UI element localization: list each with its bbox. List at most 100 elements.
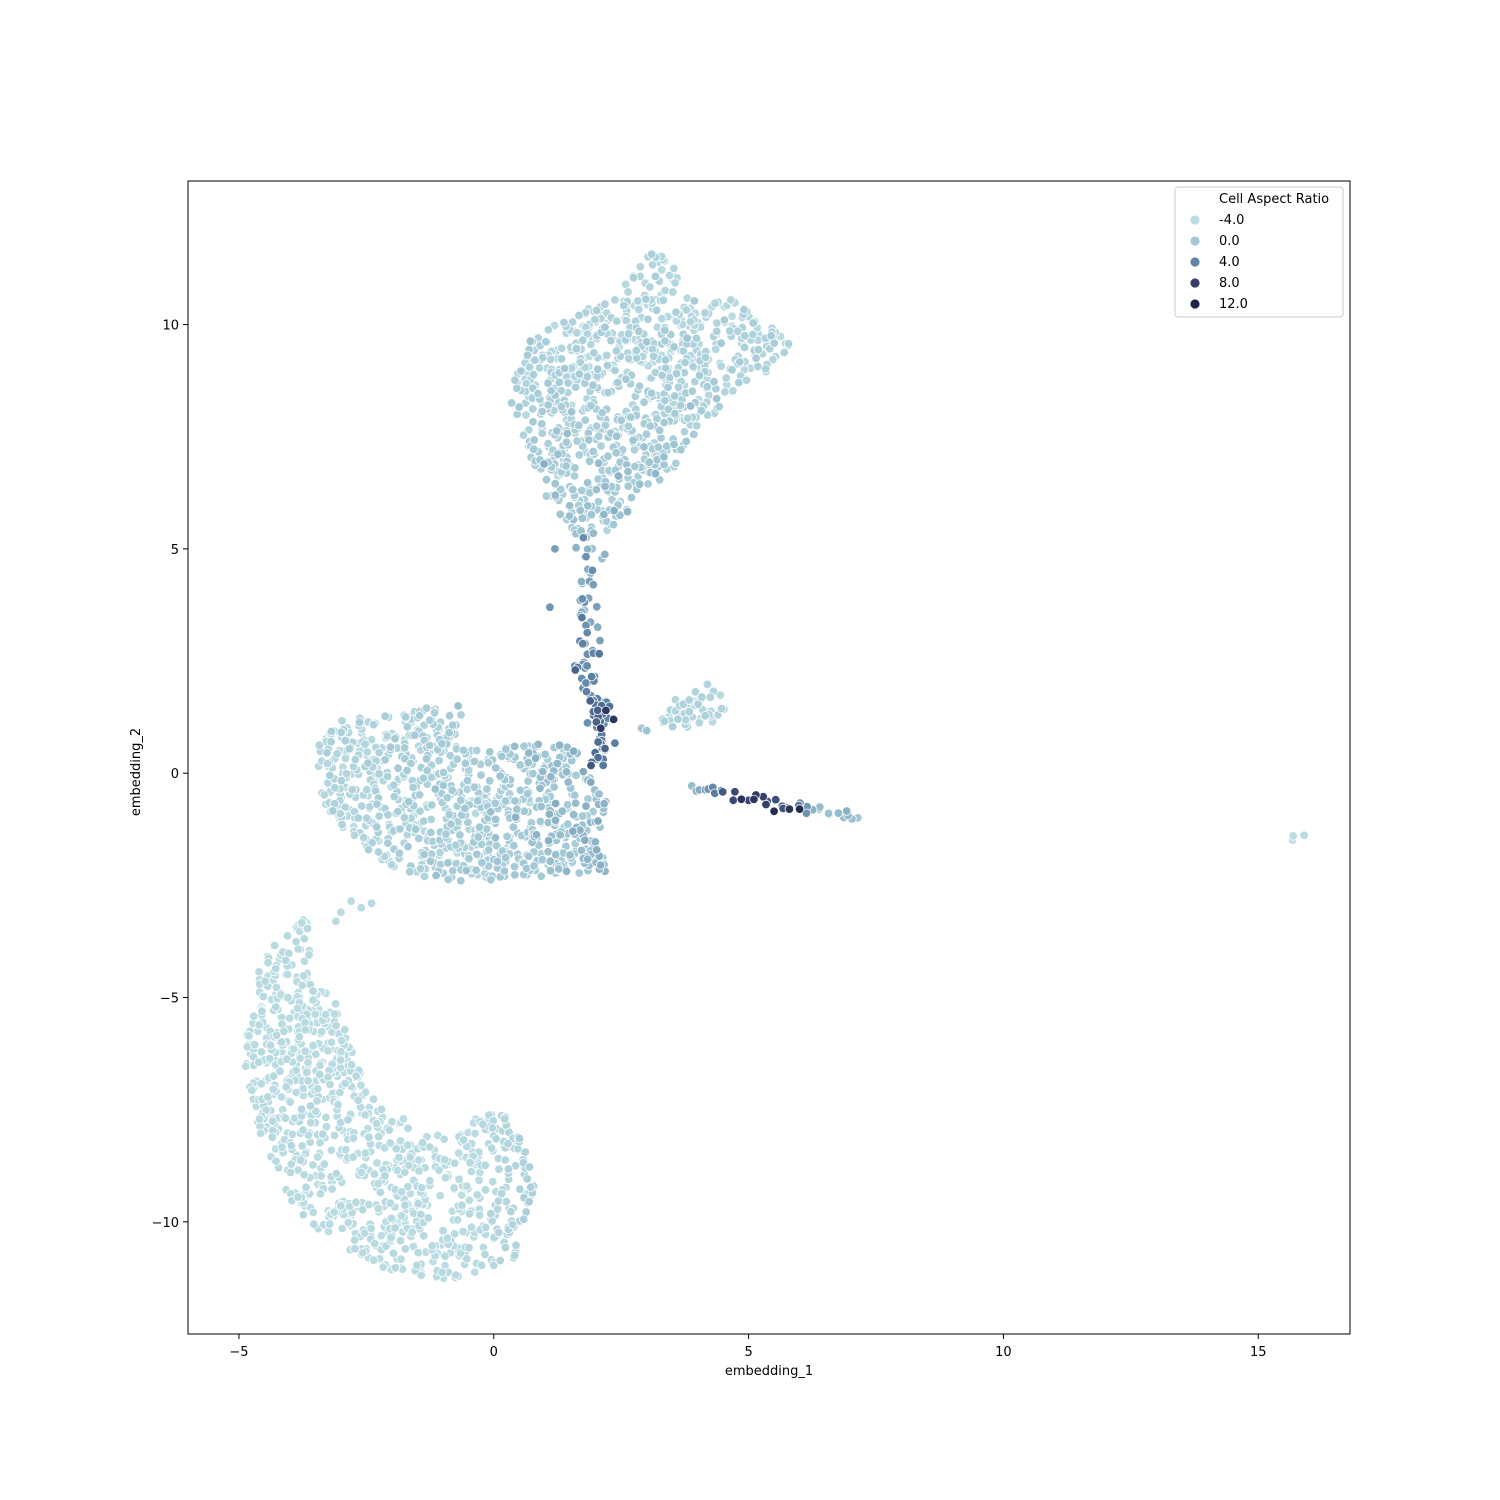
scatter-point — [362, 813, 372, 823]
scatter-point — [248, 1011, 259, 1021]
scatter-point — [557, 806, 568, 816]
scatter-point — [349, 830, 360, 841]
scatter-point — [389, 780, 399, 790]
scatter-point — [644, 457, 654, 468]
scatter-point — [577, 594, 588, 604]
scatter-point — [639, 442, 649, 452]
scatter-point — [424, 740, 435, 751]
scatter-point — [449, 1229, 460, 1239]
scatter-point — [552, 426, 562, 436]
scatter-point — [537, 428, 548, 438]
scatter-point — [480, 1249, 490, 1260]
scatter-point — [330, 1009, 340, 1019]
scatter-point — [336, 727, 346, 738]
scatter-point — [298, 971, 309, 981]
scatter-point — [657, 313, 667, 324]
scatter-point — [303, 1057, 313, 1068]
scatter-point — [293, 1192, 303, 1202]
scatter-point — [283, 993, 293, 1003]
scatter-point — [577, 612, 587, 623]
y-tick-label: −10 — [152, 1216, 179, 1231]
scatter-point — [709, 377, 719, 387]
scatter-point — [466, 1222, 477, 1232]
scatter-point — [329, 1207, 339, 1217]
scatter-point — [322, 758, 333, 769]
scatter-point — [565, 850, 575, 860]
scatter-point — [499, 866, 510, 876]
scatter-point — [460, 803, 470, 814]
scatter-point — [578, 335, 588, 345]
scatter-point — [419, 849, 429, 860]
scatter-point — [335, 1055, 346, 1065]
scatter-point — [335, 1063, 346, 1073]
scatter-point — [403, 1140, 413, 1150]
scatter-point — [626, 492, 637, 503]
scatter-point — [358, 1248, 368, 1258]
scatter-point — [265, 1040, 276, 1050]
scatter-point — [478, 1119, 488, 1129]
scatter-point — [519, 1214, 529, 1225]
scatter-point — [510, 870, 520, 880]
scatter-point — [315, 1188, 326, 1199]
scatter-point — [439, 1134, 449, 1145]
scatter-point — [522, 1174, 532, 1184]
scatter-point — [524, 851, 534, 862]
scatter-point — [310, 1009, 320, 1020]
scatter-point — [388, 1248, 399, 1259]
scatter-point — [321, 1121, 332, 1132]
scatter-point — [594, 431, 604, 441]
scatter-point — [470, 1267, 480, 1277]
scatter-point — [725, 326, 735, 336]
scatter-point — [537, 855, 548, 865]
scatter-point — [622, 507, 633, 517]
scatter-point — [697, 692, 707, 702]
scatter-point — [728, 386, 738, 396]
scatter-point — [394, 848, 405, 858]
scatter-point — [515, 760, 525, 770]
scatter-point — [689, 429, 699, 440]
scatter-point — [833, 808, 844, 818]
scatter-point — [427, 800, 437, 810]
scatter-point — [608, 714, 619, 725]
scatter-point — [359, 832, 369, 843]
scatter-point — [610, 738, 620, 748]
scatter-point — [326, 1145, 337, 1156]
scatter-point — [380, 711, 390, 721]
legend-label: -4.0 — [1219, 213, 1244, 228]
scatter-point — [380, 1171, 390, 1181]
scatter-point — [372, 822, 382, 832]
scatter-point — [543, 378, 553, 388]
scatter-point — [264, 1053, 275, 1064]
scatter-point — [559, 317, 569, 328]
scatter-point — [696, 405, 707, 416]
scatter-point — [368, 1094, 379, 1104]
scatter-point — [298, 1083, 308, 1094]
scatter-point — [482, 784, 492, 794]
scatter-point — [683, 413, 693, 424]
scatter-point — [480, 1185, 491, 1195]
scatter-point — [609, 505, 619, 516]
scatter-point — [711, 344, 721, 355]
scatter-point — [357, 801, 367, 811]
scatter-point — [663, 382, 673, 393]
scatter-point — [319, 790, 330, 800]
scatter-point — [271, 1030, 282, 1041]
scatter-point — [277, 1142, 287, 1152]
scatter-point — [524, 1162, 535, 1172]
scatter-point — [490, 814, 501, 825]
scatter-point — [528, 404, 538, 414]
scatter-point — [753, 344, 764, 355]
scatter-point — [443, 874, 454, 885]
scatter-point — [540, 749, 550, 760]
scatter-point — [280, 1113, 291, 1123]
scatter-point — [427, 1241, 438, 1251]
scatter-point — [671, 307, 681, 318]
scatter-point — [761, 364, 771, 374]
scatter-point — [694, 370, 705, 381]
scatter-point — [449, 1183, 459, 1193]
scatter-point — [269, 940, 280, 951]
x-tick-label: 10 — [995, 1345, 1012, 1360]
scatter-point — [533, 388, 543, 399]
scatter-point — [669, 391, 680, 401]
scatter-point — [308, 1040, 318, 1051]
